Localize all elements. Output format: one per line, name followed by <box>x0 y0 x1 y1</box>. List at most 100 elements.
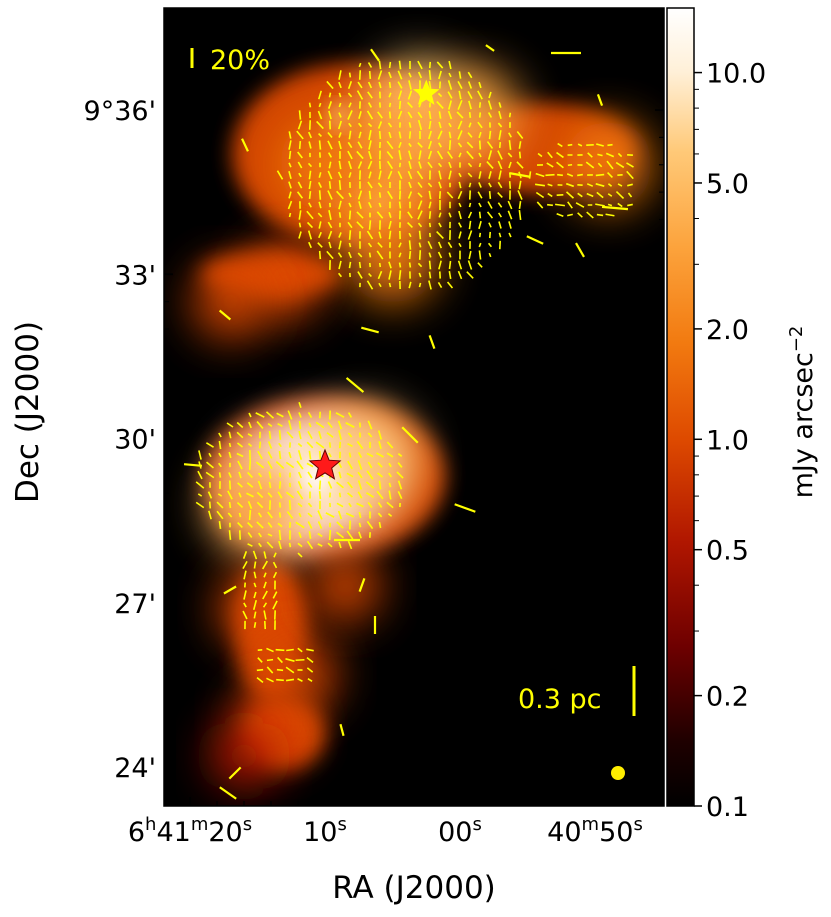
polarization-vector <box>346 530 354 540</box>
polarization-vector <box>318 431 322 439</box>
polarization-vector <box>298 512 302 518</box>
polarization-vector <box>368 71 372 79</box>
polarization-vector <box>266 647 274 653</box>
x-tick-label-part: s <box>243 814 252 835</box>
polarization-vector <box>468 100 472 110</box>
polarization-vector <box>436 231 444 239</box>
polarization-vector <box>298 430 302 440</box>
polarization-vector <box>358 111 362 119</box>
polarization-vector <box>577 212 583 218</box>
polarization-vector <box>468 220 472 230</box>
polarization-vector <box>555 203 565 207</box>
polarization-vector <box>437 92 443 98</box>
polarization-vector <box>488 182 492 188</box>
polarization-vector <box>273 552 277 558</box>
polarization-vector <box>367 102 373 108</box>
polarization-vector <box>297 552 303 558</box>
polarization-vector <box>467 211 473 219</box>
polarization-vector <box>298 231 302 239</box>
polarization-vector <box>508 140 512 150</box>
polarization-vector <box>516 131 524 139</box>
polarization-vector <box>438 142 442 148</box>
polarization-vector <box>388 92 392 98</box>
polarization-vector <box>388 490 392 500</box>
polarization-vector <box>285 491 295 499</box>
polarization-vector <box>605 213 615 217</box>
polarization-vector <box>397 490 403 500</box>
emission-peak <box>564 120 653 209</box>
polarization-vector <box>236 452 244 458</box>
polarization-vector <box>297 120 303 130</box>
polarization-vector <box>367 181 373 189</box>
polarization-vector <box>275 648 285 652</box>
polarization-vector <box>278 430 282 440</box>
polarization-vector <box>457 100 463 110</box>
polarization-vector <box>317 182 323 188</box>
polarization-vector <box>398 201 402 209</box>
polarization-vector <box>296 130 304 140</box>
polarization-vector <box>357 141 363 149</box>
polarization-vector <box>417 119 423 131</box>
polarization-vector <box>298 531 302 539</box>
polarization-vector <box>468 250 472 260</box>
polarization-vector <box>508 132 512 138</box>
polarization-vector <box>488 171 492 179</box>
polarization-vector <box>318 172 322 178</box>
polarization-vector <box>437 251 443 259</box>
polarization-vector <box>577 143 583 147</box>
polarization-vector <box>595 173 605 177</box>
polarization-vector <box>566 173 574 177</box>
polarization-vector <box>508 221 512 229</box>
polarization-vector <box>367 432 373 438</box>
y-tick-label: 9°36' <box>84 96 156 127</box>
polarization-vector <box>367 501 373 509</box>
polarization-vector <box>263 581 267 589</box>
x-tick-label-part: 20 <box>208 817 242 848</box>
polarization-vector <box>297 471 303 479</box>
polarization-vector <box>386 140 394 150</box>
polarization-vector <box>377 182 383 188</box>
polarization-vector <box>247 471 253 479</box>
polarization-vector <box>386 501 394 509</box>
polarization-vector <box>318 231 322 239</box>
polarization-vector <box>216 501 224 509</box>
polarization-vector <box>378 202 382 208</box>
polarization-vector <box>256 491 264 499</box>
polarization-vector <box>285 666 295 674</box>
polarization-vector <box>308 422 312 428</box>
polarization-vector <box>478 171 482 179</box>
polarization-vector <box>565 191 575 199</box>
polarization-vector <box>242 551 248 559</box>
polarization-vector <box>386 441 394 449</box>
polarization-vector <box>327 140 333 150</box>
polarization-vector <box>318 450 322 460</box>
polarization-vector <box>318 140 322 150</box>
polarization-vector <box>457 190 463 200</box>
polarization-vector <box>328 209 332 221</box>
colorbar-tick-label: 1.0 <box>706 425 749 456</box>
polarization-vector <box>447 110 453 120</box>
polarization-vector <box>347 481 353 489</box>
polarization-vector <box>517 190 523 200</box>
polarization-vector <box>448 161 452 169</box>
polarization-vector <box>458 172 462 178</box>
polarization-vector <box>338 212 342 218</box>
polarization-vector <box>367 242 373 248</box>
polarization-vector <box>296 490 304 500</box>
x-tick-label-part: 40 <box>547 817 581 848</box>
polarization-vector <box>308 531 312 539</box>
polarization-vector <box>345 377 365 393</box>
polarization-vector <box>256 521 264 529</box>
polarization-vector <box>388 282 392 288</box>
polarization-vector <box>546 162 554 168</box>
polarization-vector <box>518 201 522 209</box>
polarization-vector <box>298 420 302 430</box>
polarization-vector <box>287 410 293 420</box>
polarization-vector <box>227 490 233 500</box>
polarization-vector <box>398 141 402 149</box>
polarization-vector <box>627 192 633 198</box>
polarization-vector <box>467 162 473 168</box>
polarization-vector <box>357 81 363 89</box>
polarization-vector <box>388 61 392 69</box>
emission-peak <box>207 454 308 554</box>
